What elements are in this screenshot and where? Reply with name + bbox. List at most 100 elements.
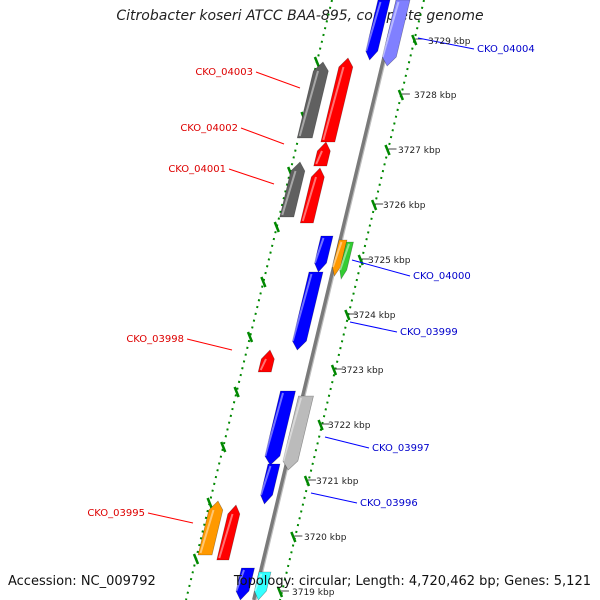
gene-cko-04003-red-shape[interactable] [320, 57, 354, 143]
inner-tick-10 [276, 586, 284, 598]
gene-cko-04004-blue[interactable] [365, 0, 391, 61]
left-gene-labels: CKO_04003 CKO_04002 CKO_04001 CKO_03998 … [87, 67, 253, 519]
leader-cko-04000 [351, 259, 411, 277]
outer-tick-5 [246, 331, 254, 343]
outer-tick-4 [260, 276, 267, 288]
genome-backbone [252, 0, 400, 600]
genome-summary: Topology: circular; Length: 4,720,462 bp… [233, 574, 591, 589]
gene-cyan-bottom-highlight [253, 573, 263, 592]
gene-cko-03996-blue-highlight [259, 465, 272, 496]
outer-tick-0 [313, 56, 321, 68]
gene-blue-near-3725[interactable] [313, 235, 334, 273]
outer-dotted-guide [185, 0, 333, 600]
gene-label-cko-03995[interactable]: CKO_03995 [87, 508, 145, 519]
gene-cko-04001-gray-shape[interactable] [279, 161, 306, 218]
gene-cyan-bottom-shape[interactable] [254, 571, 272, 600]
gene-cko-04000-green[interactable] [339, 241, 354, 280]
gene-cko-04004-lavender[interactable] [381, 0, 411, 67]
inner-dotted-guide [279, 0, 425, 600]
tick-label-3723: 3723 kbp [341, 366, 384, 376]
gene-label-cko-03996[interactable]: CKO_03996 [360, 498, 418, 509]
gene-cko-03999-blue-highlight [291, 273, 313, 342]
gene-cko-04000-green-shape[interactable] [339, 241, 354, 280]
gene-cko-03996-blue[interactable] [259, 463, 281, 505]
leader-cko-03999 [349, 321, 398, 333]
tick-label-3720: 3720 kbp [304, 533, 347, 543]
inner-tick-1 [397, 89, 405, 101]
gene-blue-near-3725-shape[interactable] [314, 235, 334, 273]
accession-text: Accession: NC_009792 [8, 574, 156, 589]
gene-cyan-bottom[interactable] [253, 571, 272, 600]
gene-blue-near-3722-highlight [264, 392, 284, 457]
inner-tick-7 [317, 419, 324, 431]
gene-cko-04003-red-highlight [322, 66, 345, 141]
tick-label-3724: 3724 kbp [353, 311, 396, 321]
gene-orange-near-3725[interactable] [331, 239, 348, 277]
leader-cko-03998 [186, 338, 233, 351]
gene-label-cko-04001[interactable]: CKO_04001 [168, 164, 226, 175]
tick-label-3728: 3728 kbp [414, 91, 457, 101]
gene-cko-03995-orange-shape[interactable] [197, 500, 224, 556]
gene-label-cko-04003[interactable]: CKO_04003 [195, 67, 253, 78]
gene-label-cko-03999[interactable]: CKO_03999 [400, 327, 458, 338]
outer-tick-8 [206, 497, 213, 509]
gene-label-cko-04000[interactable]: CKO_04000 [413, 271, 471, 282]
gene-blue-bottom-highlight [235, 569, 245, 592]
gene-cko-04004-lavender-shape[interactable] [382, 0, 411, 67]
inner-tick-0 [411, 34, 418, 46]
gene-cko-04002-red-shape[interactable] [313, 141, 331, 167]
gene-cko-03995-red-highlight [218, 513, 234, 559]
gene-cko-04003-gray-highlight [298, 70, 319, 137]
gene-cko-04003-gray-shape[interactable] [296, 61, 329, 139]
tick-label-3719: 3719 kbp [292, 588, 335, 598]
gene-blue-bottom-shape[interactable] [235, 567, 255, 600]
gene-cko-04003-gray[interactable] [296, 61, 329, 139]
inner-tick-3 [370, 199, 378, 211]
tick-label-3727: 3727 kbp [398, 146, 441, 156]
gene-cko-03998-red[interactable] [257, 349, 275, 373]
gene-label-cko-04004[interactable]: CKO_04004 [477, 44, 535, 55]
label-leaders [147, 37, 475, 524]
inner-tick-9 [290, 531, 297, 543]
gene-label-cko-03998[interactable]: CKO_03998 [126, 334, 184, 345]
gene-cko-04003-red[interactable] [320, 57, 354, 143]
gene-cko-03995-red-shape[interactable] [216, 504, 241, 561]
inner-tick-6 [330, 364, 338, 376]
gene-cko-03997-lightgray[interactable] [282, 395, 314, 471]
gene-cko-03996-blue-shape[interactable] [260, 463, 281, 505]
gene-label-cko-03997[interactable]: CKO_03997 [372, 443, 430, 454]
gene-cko-03995-red[interactable] [216, 504, 241, 561]
gene-orange-near-3725-highlight [331, 241, 343, 268]
gene-cko-03995-orange[interactable] [197, 500, 224, 556]
gene-blue-bottom[interactable] [235, 567, 255, 600]
tick-label-3722: 3722 kbp [328, 421, 371, 431]
gene-cko-03999-blue-shape[interactable] [292, 271, 324, 351]
gene-orange-near-3725-shape[interactable] [332, 239, 348, 277]
gene-features [197, 0, 411, 600]
gene-cko-03997-lightgray-highlight [282, 397, 302, 462]
tick-label-3729: 3729 kbp [428, 37, 471, 47]
gene-blue-near-3725-highlight [313, 237, 325, 264]
gene-cko-03995-orange-highlight [199, 509, 215, 554]
gene-cko-04001-gray-highlight [281, 170, 297, 216]
gene-cko-04004-blue-shape[interactable] [365, 0, 391, 61]
gene-blue-near-3722-shape[interactable] [264, 390, 296, 466]
leader-cko-03996 [310, 492, 358, 504]
gene-cko-03997-lightgray-shape[interactable] [282, 395, 314, 471]
gene-label-cko-04002[interactable]: CKO_04002 [180, 123, 238, 134]
inner-tick-8 [303, 475, 311, 487]
outer-tick-7 [220, 441, 227, 453]
gene-blue-near-3722[interactable] [264, 390, 296, 466]
gene-cko-04001-red-shape[interactable] [299, 167, 325, 224]
gene-cko-03999-blue[interactable] [291, 271, 324, 351]
gene-cko-04001-red[interactable] [299, 167, 325, 224]
tick-labels: 3729 kbp 3728 kbp 3727 kbp 3726 kbp 3725… [292, 37, 471, 598]
leader-cko-04002 [240, 127, 285, 145]
gene-cko-04002-red[interactable] [313, 141, 331, 167]
gene-cko-03998-red-shape[interactable] [257, 349, 275, 373]
gene-cko-04001-gray[interactable] [279, 161, 306, 218]
gene-cko-04000-green-highlight [339, 243, 350, 271]
leader-cko-03997 [324, 436, 370, 449]
